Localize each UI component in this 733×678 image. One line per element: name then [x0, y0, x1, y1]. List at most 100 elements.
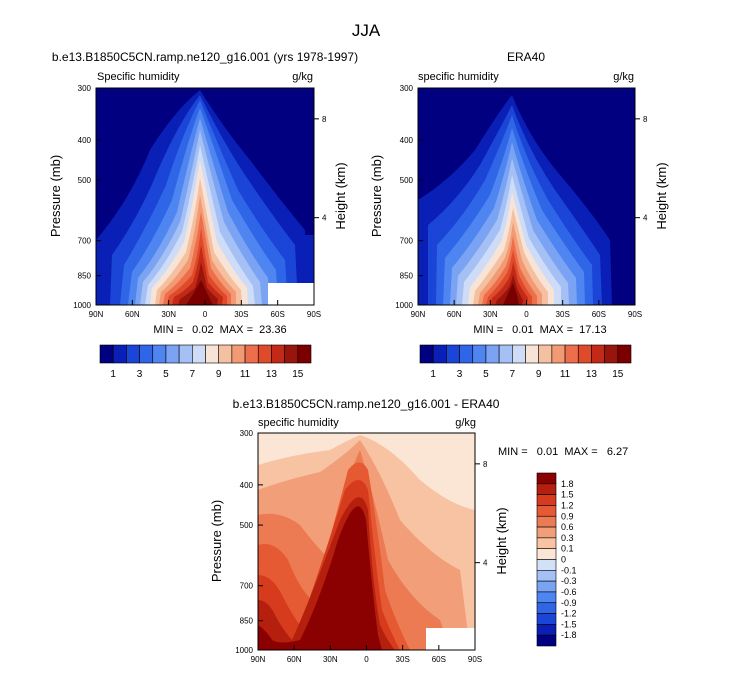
pressure-tick-label: 300	[400, 84, 414, 93]
colorbar-swatch	[536, 505, 557, 517]
latitude-tick-label: 30N	[483, 310, 498, 319]
panel-diff-left-label: specific humidity	[258, 417, 339, 429]
colorbar-label: 0.9	[561, 511, 574, 521]
colorbar-swatch	[271, 344, 285, 364]
colorbar-label: 5	[163, 369, 169, 380]
latitude-tick-label: 60N	[447, 310, 462, 319]
diff-height-ticks: 84	[475, 460, 488, 568]
latitude-tick-label: 90N	[89, 310, 104, 319]
colorbar-label: 15	[292, 369, 304, 380]
colorbar-label: -0.3	[561, 576, 577, 586]
latitude-tick-label: 30N	[323, 655, 338, 664]
height-tick-label: 4	[322, 214, 327, 223]
colorbar-label: 15	[612, 369, 624, 380]
latitude-tick-label: 30S	[396, 655, 410, 664]
diff-x-ticks: 90N 60N 30N 0 30S 60S 90S	[251, 645, 482, 664]
colorbar-label: 7	[190, 369, 196, 380]
model-contour-field	[96, 88, 314, 305]
pressure-tick-label: 500	[240, 521, 254, 530]
panel-obs-units: g/kg	[613, 71, 634, 83]
colorbar-swatch	[604, 344, 619, 364]
model-height-ticks: 84	[314, 115, 327, 223]
latitude-tick-label: 90N	[411, 310, 426, 319]
colorbar-swatch	[284, 344, 299, 364]
pressure-tick-label: 400	[240, 481, 254, 490]
obs-ylabel: Pressure (mb)	[369, 155, 384, 237]
colorbar-swatch	[432, 344, 447, 364]
panel-diff-title: b.e13.B1850C5CN.ramp.ne120_g16.001 - ERA…	[233, 397, 500, 411]
model-ylabel-right: Height (km)	[333, 162, 348, 229]
diff-ylabel-right: Height (km)	[494, 507, 509, 574]
pressure-tick-label: 1000	[73, 301, 91, 310]
obs-colorbar: 1 3 5 7 9 11 13 15	[419, 344, 632, 380]
diff-contour-field	[258, 433, 475, 650]
obs-x-ticks: 90N 60N 30N 0 30S 60S 90S	[411, 300, 642, 319]
colorbar-swatch	[525, 344, 539, 364]
colorbar-swatch	[99, 344, 114, 364]
colorbar-label: 0.1	[561, 544, 574, 554]
colorbar-swatch	[536, 494, 557, 506]
obs-stats: MIN = 0.01 MAX = 17.13	[473, 324, 606, 336]
panel-diff-units: g/kg	[455, 417, 476, 429]
colorbar-label: 5	[483, 369, 489, 380]
colorbar-label: 11	[560, 369, 571, 380]
pressure-tick-label: 850	[78, 272, 92, 281]
panel-obs-left-label: specific humidity	[418, 71, 499, 83]
pressure-tick-label: 300	[240, 429, 254, 438]
colorbar-swatch	[218, 344, 233, 364]
obs-height-ticks: 84	[635, 115, 648, 223]
pressure-tick-label: 400	[78, 136, 92, 145]
panel-obs: ERA40 specific humidity g/kg 30040050070…	[369, 50, 669, 380]
colorbar-swatch	[459, 344, 474, 364]
colorbar-label: 1.8	[561, 479, 574, 489]
colorbar-swatch	[536, 515, 557, 528]
latitude-tick-label: 30N	[161, 310, 176, 319]
colorbar-label: 1	[110, 369, 116, 380]
colorbar-swatch	[244, 344, 259, 364]
latitude-tick-label: 60S	[271, 310, 285, 319]
colorbar-swatch	[536, 591, 557, 604]
colorbar-swatch	[536, 580, 557, 593]
colorbar-swatch	[257, 344, 272, 364]
colorbar-swatch	[536, 537, 557, 549]
pressure-tick-label: 300	[78, 84, 92, 93]
latitude-tick-label: 90N	[251, 655, 266, 664]
colorbar-label: 0	[561, 555, 566, 565]
pressure-tick-label: 700	[78, 237, 92, 246]
model-x-ticks: 90N 60N 30N 0 30S 60S 90S	[89, 300, 321, 319]
colorbar-swatch	[536, 559, 557, 571]
obs-y-ticks: 300 400 500 700 850 1000	[395, 84, 423, 310]
colorbar-swatch	[112, 344, 127, 364]
colorbar-swatch	[617, 344, 632, 364]
colorbar-swatch	[192, 344, 206, 364]
colorbar-swatch	[512, 344, 526, 364]
height-tick-label: 8	[643, 115, 648, 124]
colorbar-swatch	[591, 344, 605, 364]
colorbar-label: 3	[457, 369, 463, 380]
pressure-tick-label: 1000	[395, 301, 413, 310]
pressure-tick-label: 850	[240, 617, 254, 626]
pressure-tick-label: 850	[400, 272, 414, 281]
pressure-tick-label: 500	[400, 176, 414, 185]
colorbar-swatch	[551, 344, 566, 364]
panel-model-title: b.e13.B1850C5CN.ramp.ne120_g16.001 (yrs …	[52, 50, 358, 64]
panel-model: b.e13.B1850C5CN.ramp.ne120_g16.001 (yrs …	[48, 50, 358, 380]
colorbar-label: -0.9	[561, 598, 577, 608]
colorbar-swatch	[536, 526, 557, 539]
colorbar-swatch	[536, 483, 557, 495]
latitude-tick-label: 0	[203, 310, 208, 319]
pressure-tick-label: 500	[78, 176, 92, 185]
colorbar-swatch	[536, 624, 557, 636]
colorbar-swatch	[165, 344, 180, 364]
colorbar-swatch	[536, 634, 557, 647]
latitude-tick-label: 60N	[287, 655, 302, 664]
colorbar-swatch	[178, 344, 193, 364]
colorbar-swatch	[205, 344, 219, 364]
colorbar-swatch	[446, 344, 460, 364]
colorbar-label: -0.1	[561, 565, 577, 575]
pressure-tick-label: 1000	[235, 646, 253, 655]
colorbar-label: 0.3	[561, 533, 574, 543]
model-colorbar: 1 3 5 7 9 11 13 15	[99, 344, 312, 380]
colorbar-swatch	[536, 602, 557, 614]
